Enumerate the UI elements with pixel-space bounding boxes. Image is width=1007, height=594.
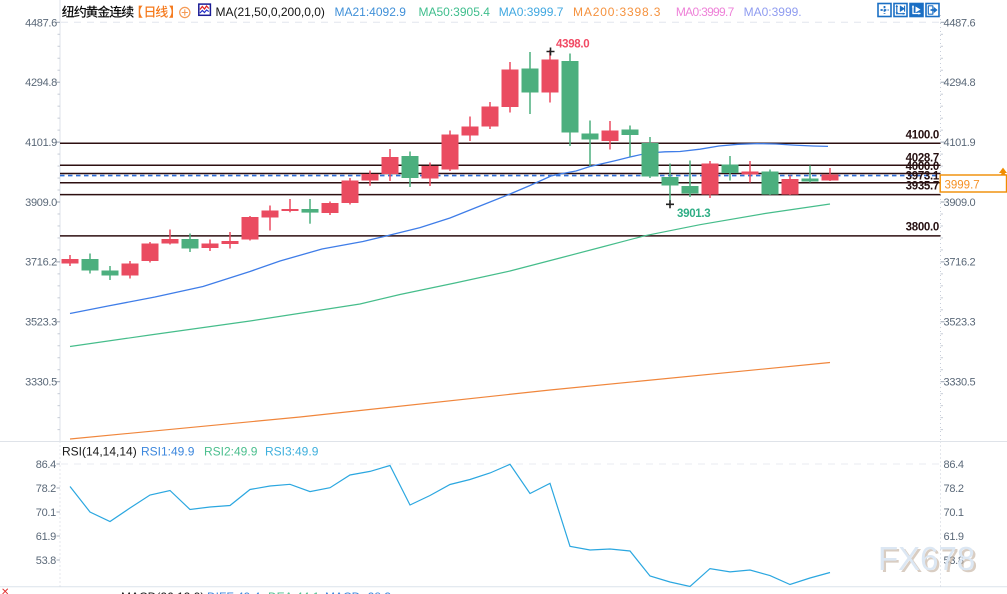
svg-text:53.8: 53.8 — [944, 555, 964, 567]
svg-text:70.1: 70.1 — [36, 507, 56, 519]
svg-text:MA0:3999.: MA0:3999. — [744, 5, 802, 19]
svg-text:MACD(26,12,9): MACD(26,12,9) — [121, 590, 204, 594]
svg-text:3330.5: 3330.5 — [25, 377, 57, 389]
svg-text:4294.8: 4294.8 — [25, 77, 57, 89]
svg-text:MA(21,50,0,200,0,0): MA(21,50,0,200,0,0) — [216, 5, 325, 19]
svg-text:4000.0: 4000.0 — [906, 161, 939, 173]
svg-text:MA0:3999.7: MA0:3999.7 — [499, 5, 564, 19]
svg-text:FX678: FX678 — [880, 542, 977, 579]
svg-text:4028.7: 4028.7 — [906, 153, 939, 165]
svg-text:FX678: FX678 — [878, 540, 975, 577]
svg-text:61.9: 61.9 — [36, 531, 56, 543]
svg-text:MA21:4092.9: MA21:4092.9 — [335, 5, 407, 19]
svg-text:RSI1:49.9: RSI1:49.9 — [141, 445, 195, 459]
svg-text:RSI2:49.9: RSI2:49.9 — [204, 445, 258, 459]
svg-text:3523.3: 3523.3 — [25, 317, 57, 329]
svg-text:✕: ✕ — [1, 587, 9, 594]
svg-text:3973.1: 3973.1 — [906, 171, 940, 183]
svg-text:4487.6: 4487.6 — [944, 17, 976, 29]
svg-text:RSI3:49.9: RSI3:49.9 — [265, 445, 319, 459]
svg-text:DEA:44.1: DEA:44.1 — [268, 590, 320, 594]
svg-text:MACD:-28.3: MACD:-28.3 — [325, 590, 391, 594]
svg-text:3330.5: 3330.5 — [944, 377, 976, 389]
svg-text:4101.9: 4101.9 — [25, 137, 57, 149]
svg-text:4398.0: 4398.0 — [556, 39, 589, 51]
svg-text:3800.0: 3800.0 — [906, 221, 939, 233]
svg-text:3716.2: 3716.2 — [25, 257, 57, 269]
svg-text:86.4: 86.4 — [36, 459, 56, 471]
svg-text:3909.0: 3909.0 — [944, 197, 976, 209]
svg-text:53.8: 53.8 — [36, 555, 56, 567]
svg-text:DIFF:49.4: DIFF:49.4 — [207, 590, 261, 594]
svg-text:78.2: 78.2 — [944, 483, 964, 495]
svg-text:3909.0: 3909.0 — [25, 197, 57, 209]
svg-text:RSI(14,14,14): RSI(14,14,14) — [62, 445, 137, 459]
svg-text:MA200:3398.3: MA200:3398.3 — [573, 5, 661, 19]
svg-text:3716.2: 3716.2 — [944, 257, 976, 269]
svg-text:MA50:3905.4: MA50:3905.4 — [419, 5, 491, 19]
svg-text:4101.9: 4101.9 — [944, 137, 976, 149]
svg-text:3901.3: 3901.3 — [677, 208, 710, 220]
svg-text:3999.7: 3999.7 — [945, 179, 980, 191]
svg-text:4294.8: 4294.8 — [944, 77, 976, 89]
svg-text:MA0:3999.7: MA0:3999.7 — [676, 5, 735, 19]
svg-text:4487.6: 4487.6 — [25, 17, 57, 29]
svg-text:70.1: 70.1 — [944, 507, 964, 519]
svg-text:3523.3: 3523.3 — [944, 317, 976, 329]
svg-text:3935.7: 3935.7 — [906, 181, 939, 193]
svg-text:4100.0: 4100.0 — [906, 130, 939, 142]
svg-text:86.4: 86.4 — [944, 459, 964, 471]
svg-text:78.2: 78.2 — [36, 483, 56, 495]
svg-text:61.9: 61.9 — [944, 531, 964, 543]
